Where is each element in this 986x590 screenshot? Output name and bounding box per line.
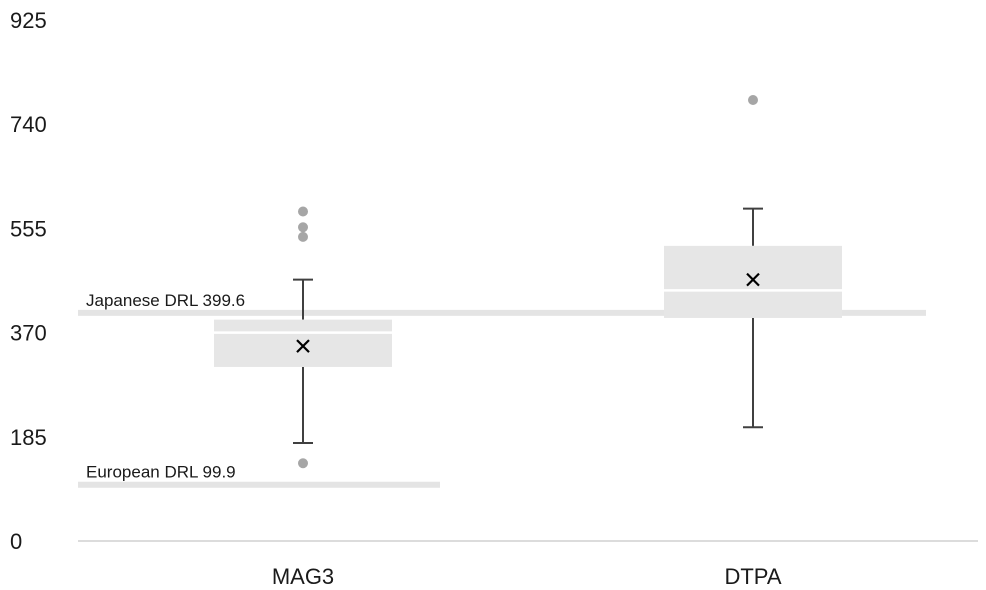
x-axis-ticks: MAG3 DTPA (272, 564, 782, 589)
y-tick-label: 555 (10, 216, 47, 241)
reference-labels: Japanese DRL 399.6 European DRL 99.9 (86, 291, 245, 482)
mean-marker (296, 339, 310, 353)
outlier-point (298, 222, 308, 233)
y-tick-label: 740 (10, 112, 47, 137)
box-iqr (664, 245, 842, 318)
reference-lines (78, 309, 926, 488)
y-tick-label: 185 (10, 425, 47, 450)
x-tick-label: MAG3 (272, 564, 334, 589)
box-iqr (214, 319, 392, 367)
box-dtpa (664, 94, 842, 429)
outlier-point (298, 206, 308, 217)
y-tick-label: 925 (10, 8, 47, 33)
reference-line-label: European DRL 99.9 (86, 463, 236, 482)
outlier-point (748, 94, 758, 105)
box-mag3 (214, 206, 392, 469)
boxes (214, 94, 842, 469)
mean-marker (746, 272, 760, 287)
y-axis-ticks: 0 185 370 555 740 925 (10, 8, 47, 554)
x-tick-label: DTPA (724, 564, 781, 589)
y-tick-label: 0 (10, 529, 22, 554)
y-tick-label: 370 (10, 321, 47, 346)
outlier-point (298, 458, 308, 469)
reference-line-label: Japanese DRL 399.6 (86, 291, 245, 310)
outlier-point (298, 231, 308, 242)
